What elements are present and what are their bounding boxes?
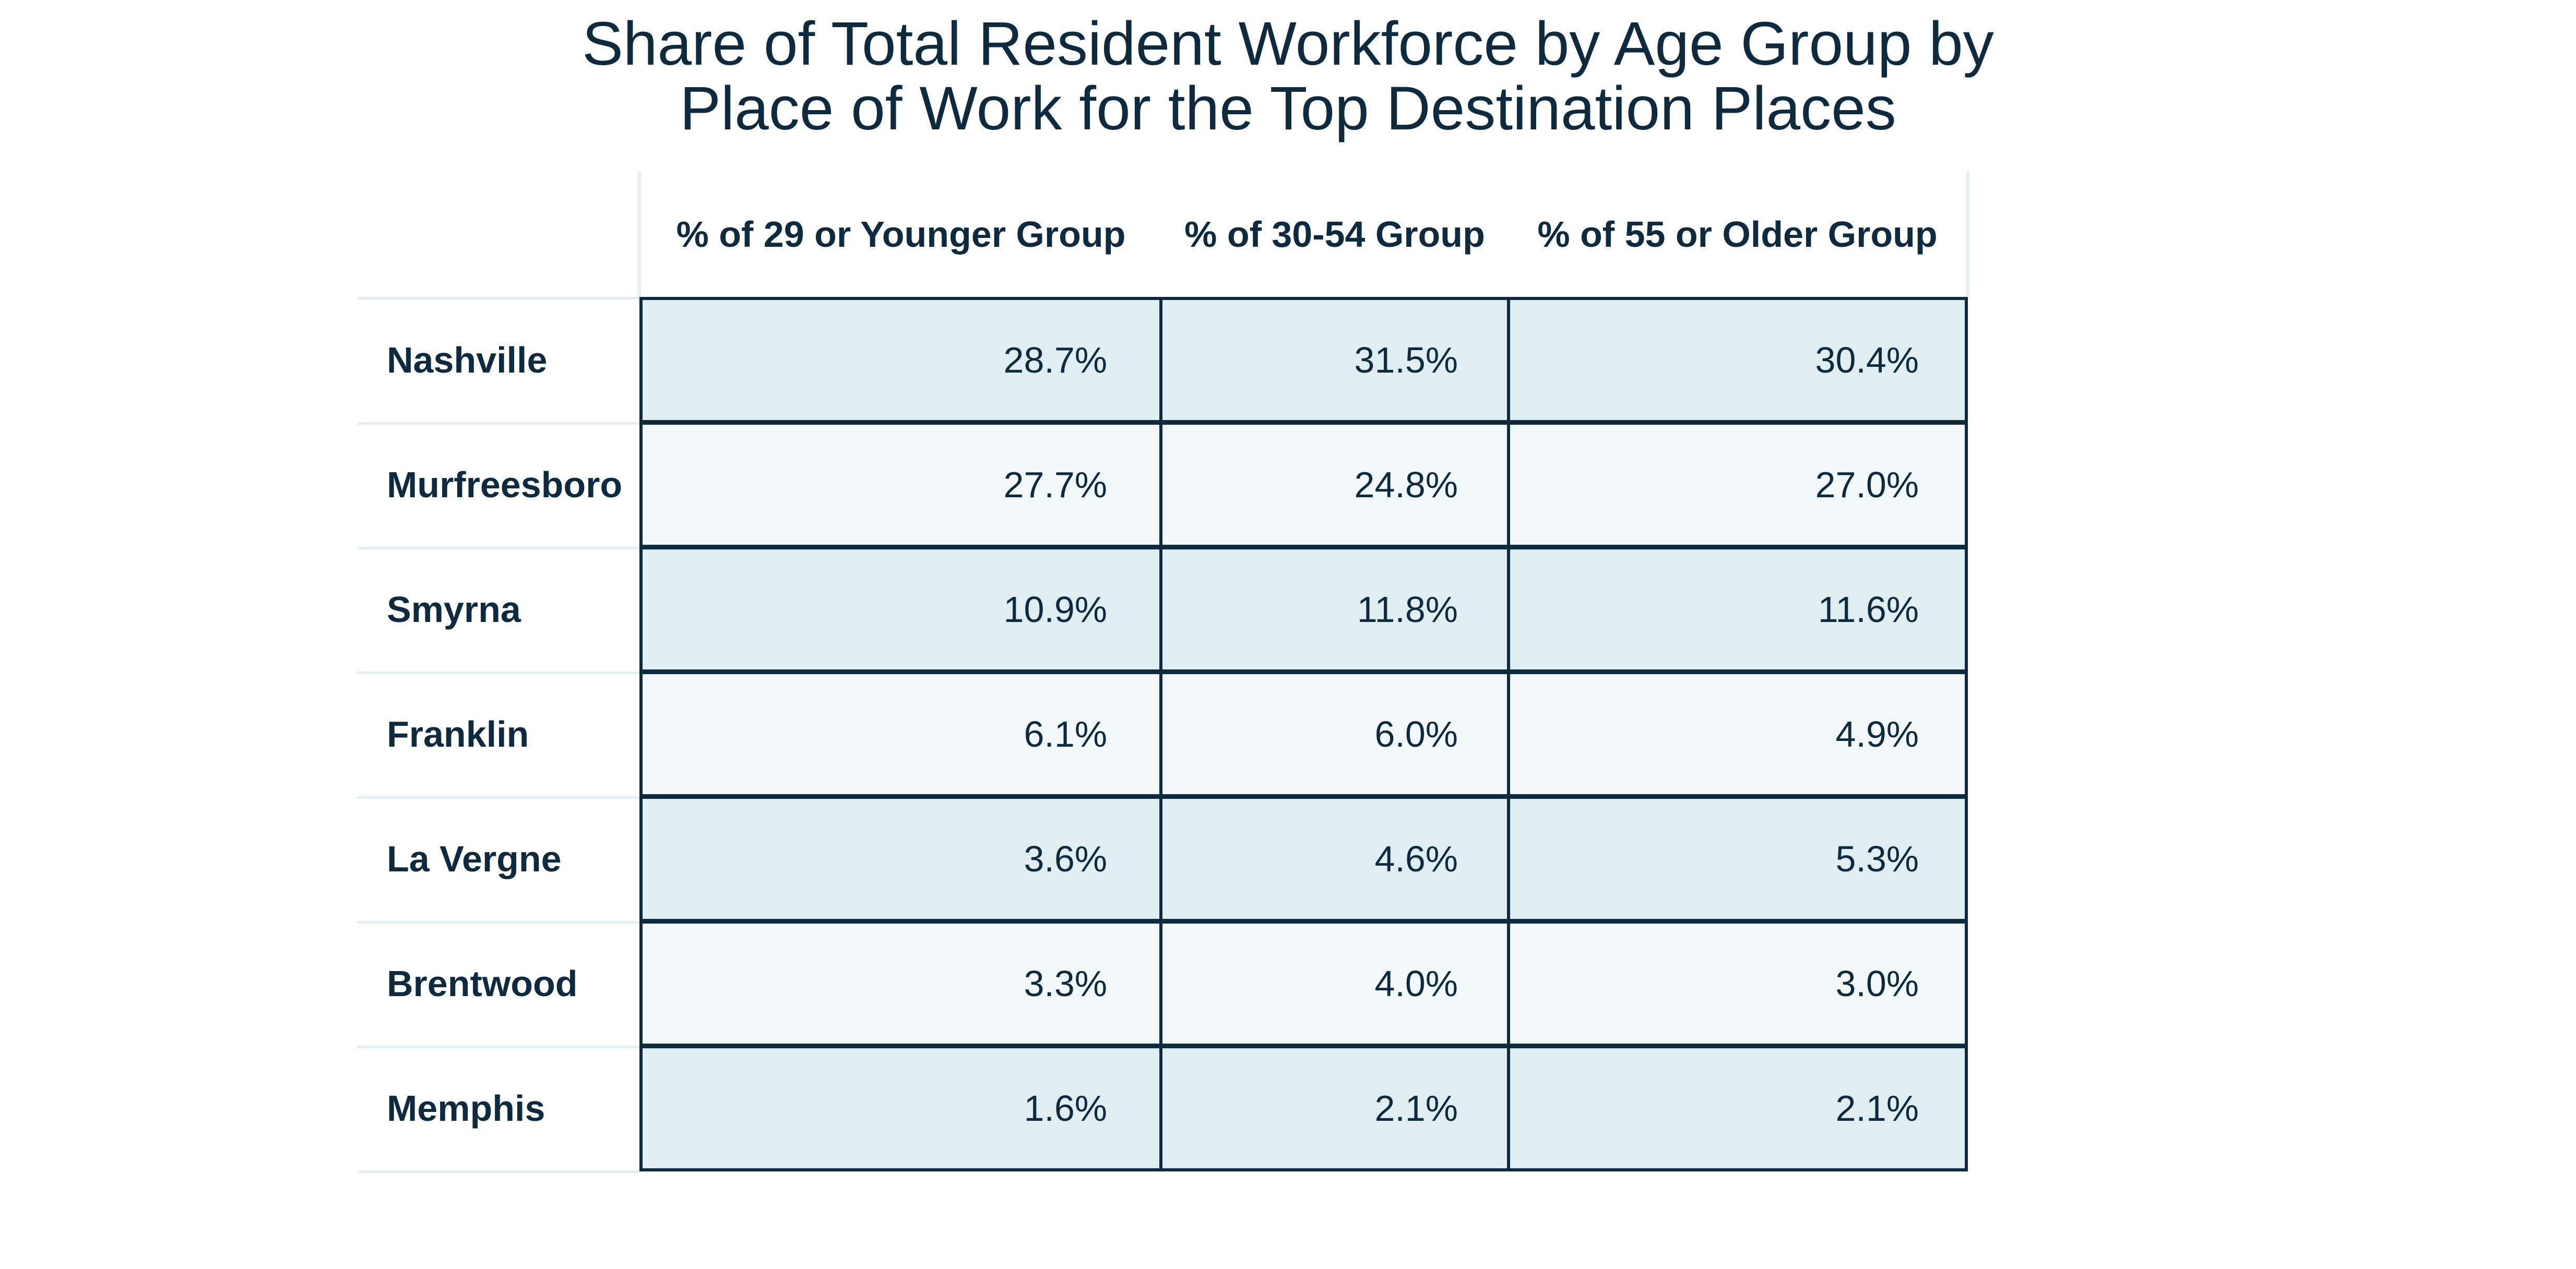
chart-title-line-1: Share of Total Resident Workforce by Age… bbox=[582, 9, 1994, 78]
table-cell: 4.9% bbox=[1507, 671, 1968, 797]
table-cell: 27.0% bbox=[1507, 422, 1968, 548]
table-row: Franklin 6.1% 6.0% 4.9% bbox=[358, 671, 1968, 799]
column-header-29-or-younger: % of 29 or Younger Group bbox=[676, 213, 1126, 255]
table-row: Murfreesboro 27.7% 24.8% 27.0% bbox=[358, 422, 1968, 549]
row-rule bbox=[358, 422, 639, 425]
row-label: Murfreesboro bbox=[387, 464, 623, 505]
header-divider bbox=[1966, 171, 1969, 297]
table-cell: 4.0% bbox=[1159, 920, 1510, 1047]
header-rule bbox=[358, 297, 639, 300]
table-cell: 6.0% bbox=[1159, 671, 1510, 797]
column-header-55-or-older: % of 55 or Older Group bbox=[1537, 213, 1938, 255]
chart-title-line-2: Place of Work for the Top Destination Pl… bbox=[680, 74, 1896, 143]
table-cell: 11.8% bbox=[1159, 546, 1510, 673]
table-row: Smyrna 10.9% 11.8% 11.6% bbox=[358, 546, 1968, 674]
row-rule bbox=[358, 1046, 639, 1048]
table-cell: 10.9% bbox=[639, 546, 1162, 673]
table-cell: 1.6% bbox=[639, 1045, 1162, 1171]
table-cell: 5.3% bbox=[1507, 796, 1968, 922]
table-row: Nashville 28.7% 31.5% 30.4% bbox=[358, 297, 1968, 425]
table-cell: 27.7% bbox=[639, 422, 1162, 548]
table-cell: 6.1% bbox=[639, 671, 1162, 797]
table-cell: 24.8% bbox=[1159, 422, 1510, 548]
table-cell: 30.4% bbox=[1507, 297, 1968, 423]
table-cell: 2.1% bbox=[1507, 1045, 1968, 1171]
row-rule bbox=[358, 1170, 639, 1173]
table-cell: 4.6% bbox=[1159, 796, 1510, 922]
row-rule bbox=[358, 672, 639, 674]
chart-title: Share of Total Resident Workforce by Age… bbox=[0, 11, 2576, 141]
column-header-30-54: % of 30-54 Group bbox=[1184, 213, 1485, 255]
row-label: Smyrna bbox=[387, 589, 521, 630]
row-rule bbox=[358, 921, 639, 924]
table-cell: 11.6% bbox=[1507, 546, 1968, 673]
row-rule bbox=[358, 796, 639, 799]
row-label: Franklin bbox=[387, 714, 529, 755]
row-rule bbox=[358, 547, 639, 549]
table-cell: 3.3% bbox=[639, 920, 1162, 1047]
table-row: Memphis 1.6% 2.1% 2.1% bbox=[358, 1045, 1968, 1173]
row-label: La Vergne bbox=[387, 839, 562, 879]
table-cell: 3.6% bbox=[639, 796, 1162, 922]
header-divider bbox=[638, 171, 641, 297]
table-cell: 31.5% bbox=[1159, 297, 1510, 423]
table-cell: 3.0% bbox=[1507, 920, 1968, 1047]
table-row: La Vergne 3.6% 4.6% 5.3% bbox=[358, 796, 1968, 924]
table-row: Brentwood 3.3% 4.0% 3.0% bbox=[358, 920, 1968, 1048]
row-label: Nashville bbox=[387, 340, 548, 380]
row-label: Memphis bbox=[387, 1088, 545, 1129]
table-cell: 2.1% bbox=[1159, 1045, 1510, 1171]
table-cell: 28.7% bbox=[639, 297, 1162, 423]
row-label: Brentwood bbox=[387, 963, 578, 1004]
